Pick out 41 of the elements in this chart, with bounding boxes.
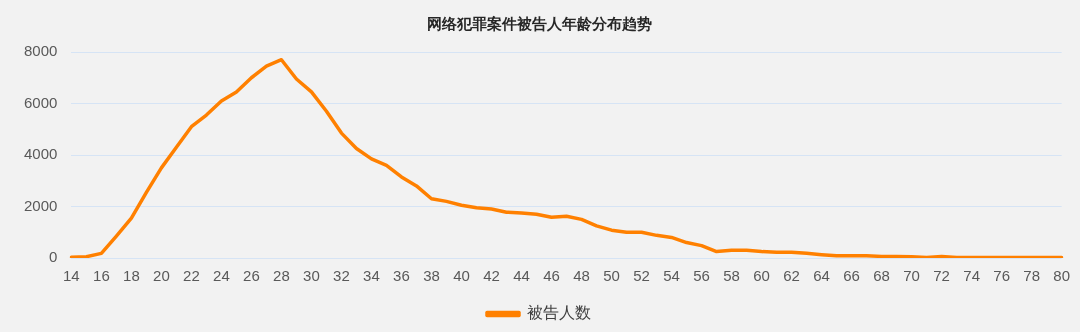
x-tick-label: 32 [333,267,350,285]
x-tick-label: 58 [723,267,740,285]
y-tick-label: 8000 [23,42,58,60]
x-tick-label: 64 [813,267,830,285]
x-tick-label: 38 [423,267,440,285]
x-tick-label: 48 [573,267,590,285]
x-tick-label: 30 [303,267,320,285]
x-tick-label: 60 [753,267,770,285]
x-tick-label: 18 [123,267,140,285]
x-tick-label: 50 [603,267,620,285]
y-tick-label: 0 [49,248,58,266]
x-tick-label: 28 [273,267,290,285]
y-tick-label: 4000 [23,145,58,163]
x-tick-label: 66 [843,267,860,285]
x-tick-label: 22 [183,267,200,285]
x-tick-label: 46 [543,267,560,285]
x-tick-label: 52 [633,267,650,285]
x-tick-label: 44 [513,267,530,285]
x-tick-label: 14 [63,267,80,285]
y-tick-label: 6000 [23,93,58,111]
x-tick-label: 36 [393,267,410,285]
x-tick-label: 74 [963,267,980,285]
x-tick-label: 42 [483,267,500,285]
x-tick-label: 24 [213,267,230,285]
x-tick-label: 72 [933,267,950,285]
x-tick-label: 20 [153,267,170,285]
x-tick-label: 56 [693,267,710,285]
x-tick-label: 80 [1053,267,1070,285]
x-tick-label: 34 [363,267,380,285]
x-tick-label: 70 [903,267,920,285]
x-tick-label: 26 [243,267,260,285]
x-tick-label: 78 [1023,267,1040,285]
x-tick-label: 40 [453,267,470,285]
chart-title: 网络犯罪案件被告人年龄分布趋势 [426,15,652,33]
x-tick-label: 16 [93,267,110,285]
x-tick-label: 76 [993,267,1010,285]
x-tick-label: 68 [873,267,890,285]
x-tick-label: 54 [663,267,680,285]
legend-label: 被告人数 [527,304,591,322]
x-tick-label: 62 [783,267,800,285]
y-tick-label: 2000 [23,196,58,214]
